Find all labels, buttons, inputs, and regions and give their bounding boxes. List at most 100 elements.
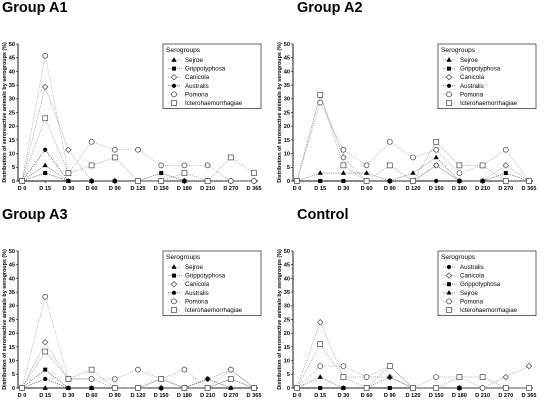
data-point-pomona <box>88 376 95 382</box>
data-point-icterohaemorrhagiae <box>317 341 324 348</box>
x-tick-label: D 30 <box>337 186 349 192</box>
x-tick-label: D 210 <box>475 186 490 192</box>
data-point-icterohaemorrhagiae <box>502 385 509 391</box>
data-point-australis <box>228 385 233 391</box>
data-point-pomona <box>158 162 165 169</box>
data-point-pomona <box>251 178 257 184</box>
legend-marker-australis <box>446 264 452 270</box>
y-tick-label: 15 <box>284 138 290 144</box>
data-point-canicola <box>433 162 440 169</box>
legend-marker-icterohaemorrhagiae <box>446 307 452 313</box>
y-tick-label: 0 <box>12 386 15 392</box>
y-tick-label: 20 <box>284 331 290 337</box>
x-tick-label: D 210 <box>475 393 490 399</box>
x-tick-label: D 0 <box>18 393 27 399</box>
legend-marker-australis <box>171 290 177 295</box>
legend-label-sejroe: Sejroe <box>460 57 478 64</box>
legend-box <box>437 43 537 109</box>
y-tick-label: 5 <box>287 372 290 378</box>
data-point-pomona <box>363 162 370 169</box>
legend-title: Serogroups <box>441 254 476 261</box>
data-point-australis <box>66 385 71 391</box>
data-point-pomona <box>386 138 393 145</box>
y-tick-label: 0 <box>12 179 15 185</box>
y-tick-label: 45 <box>9 56 15 62</box>
data-point-icterohaemorrhagiae <box>363 385 370 391</box>
y-tick-label: 25 <box>284 317 290 323</box>
series-icterohaemorrhagiae <box>19 115 257 184</box>
y-tick-label: 20 <box>9 124 15 130</box>
data-point-icterohaemorrhagiae <box>227 376 234 382</box>
y-tick-label: 50 <box>9 249 15 255</box>
data-point-pomona <box>227 366 234 373</box>
series-line-icterohaemorrhagiae <box>296 343 529 389</box>
legend-label-australis: Australis <box>460 264 484 271</box>
data-point-icterohaemorrhagiae <box>181 170 188 176</box>
legend-label-icterohaemorrhagiae: Icterohaemorrhagiae <box>185 100 243 107</box>
legend-label-pomona: Pomona <box>460 91 484 98</box>
x-tick-label: D 90 <box>109 186 121 192</box>
series-line-sejroe <box>296 157 529 182</box>
legend-label-grippotyphosa: Grippotyphosa <box>185 273 226 280</box>
x-tick-label: D 15 <box>39 393 51 399</box>
y-tick-label: 10 <box>284 152 290 158</box>
x-tick-label: D 90 <box>384 186 396 192</box>
data-point-icterohaemorrhagiae <box>526 178 532 184</box>
data-point-pomona <box>88 138 95 145</box>
data-point-icterohaemorrhagiae <box>158 178 165 184</box>
legend-label-australis: Australis <box>185 83 209 90</box>
x-tick-label: D 0 <box>18 186 27 192</box>
data-point-australis <box>205 376 210 382</box>
data-point-australis <box>89 385 94 391</box>
legend-marker-grippotyphosa <box>172 66 176 71</box>
y-tick-label: 0 <box>287 386 290 392</box>
data-point-pomona <box>227 178 234 184</box>
data-point-pomona <box>502 146 509 153</box>
x-tick-label: D 30 <box>62 186 74 192</box>
data-point-icterohaemorrhagiae <box>204 385 211 391</box>
y-tick-label: 10 <box>9 359 15 365</box>
data-point-icterohaemorrhagiae <box>386 162 393 169</box>
y-axis-label: Distribution of seroreactive animals by … <box>2 42 8 183</box>
data-point-icterohaemorrhagiae <box>456 162 463 169</box>
legend-label-australis: Australis <box>460 83 484 90</box>
x-tick-label: D 270 <box>498 186 513 192</box>
y-tick-label: 45 <box>284 56 290 62</box>
x-tick-label: D 270 <box>223 186 238 192</box>
data-point-pomona <box>204 162 211 169</box>
panel-title: Control <box>297 207 349 223</box>
x-tick-label: D 60 <box>361 393 373 399</box>
data-point-canicola <box>502 373 509 381</box>
series-line-canicola <box>21 341 255 389</box>
legend-title: Serogroups <box>441 47 476 54</box>
data-point-icterohaemorrhagiae <box>340 162 347 169</box>
series-line-canicola <box>296 94 530 182</box>
x-tick-label: D 60 <box>86 186 98 192</box>
legend-marker-icterohaemorrhagiae <box>171 307 177 313</box>
legend-label-grippotyphosa: Grippotyphosa <box>460 281 501 288</box>
legend-label-canicola: Canicola <box>185 281 210 288</box>
data-point-grippotyphosa <box>503 171 508 176</box>
legend-marker-canicola <box>170 281 178 288</box>
x-tick-label: D 270 <box>223 393 238 399</box>
y-tick-label: 35 <box>9 290 15 296</box>
panel-group-a1: Distribution of seroreactive animals by … <box>0 0 275 207</box>
x-tick-label: D 120 <box>131 393 146 399</box>
x-tick-label: D 15 <box>314 186 326 192</box>
data-point-canicola <box>42 83 49 91</box>
data-point-pomona <box>456 170 463 176</box>
data-point-icterohaemorrhagiae <box>88 162 95 169</box>
y-tick-label: 15 <box>9 138 15 144</box>
data-point-sejroe <box>410 170 416 175</box>
y-tick-label: 35 <box>9 83 15 89</box>
data-point-icterohaemorrhagiae <box>294 385 300 391</box>
data-point-sejroe <box>317 374 323 379</box>
legend-marker-canicola <box>445 272 453 279</box>
data-point-icterohaemorrhagiae <box>479 162 486 169</box>
data-point-pomona <box>317 363 324 369</box>
data-point-icterohaemorrhagiae <box>363 178 370 184</box>
data-point-sejroe <box>456 385 463 390</box>
legend-label-icterohaemorrhagiae: Icterohaemorrhagiae <box>460 100 518 107</box>
chart-group-a1: Distribution of seroreactive animals by … <box>2 42 261 192</box>
